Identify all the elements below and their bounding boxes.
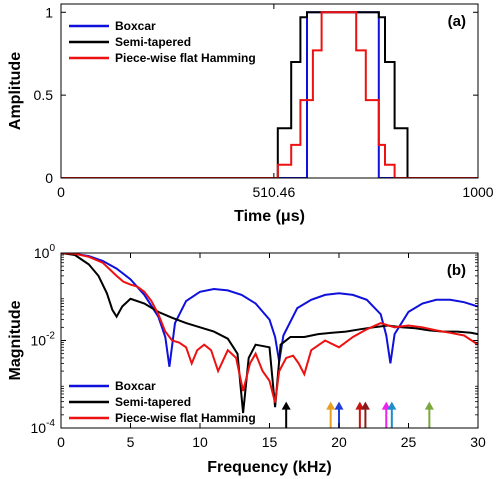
- x-tick-label: 20: [331, 434, 347, 450]
- arrow-head: [360, 401, 370, 410]
- legend: Boxcar Semi-tapered Piece-wise flat Hammin…: [69, 379, 256, 425]
- series-line-0: [61, 253, 478, 367]
- legend-entry: Semi-tapered: [69, 35, 191, 49]
- y-tick-label: 100: [34, 243, 56, 261]
- x-axis-label: Frequency (kHz): [207, 459, 331, 476]
- series-line-2: [61, 11, 478, 178]
- legend-entry: Piece-wise flat Hamming: [69, 411, 256, 425]
- x-tick-label: 25: [401, 434, 417, 450]
- y-axis-label: Amplitude: [7, 52, 24, 130]
- series-group: [61, 11, 478, 178]
- panel-label: (b): [447, 262, 466, 279]
- arrow-head: [326, 401, 336, 410]
- y-tick-base: 10: [31, 420, 47, 436]
- arrow-head: [334, 401, 344, 410]
- legend-label: Piece-wise flat Hamming: [115, 411, 256, 425]
- x-tick-label: 510.46: [252, 184, 295, 200]
- arrow-marker-0: [281, 401, 291, 428]
- y-axis-label: Magnitude: [7, 300, 24, 380]
- x-tick-label: 15: [262, 434, 278, 450]
- legend: Boxcar Semi-tapered Piece-wise flat Hammin…: [69, 19, 256, 65]
- x-tick-label: 10: [192, 434, 208, 450]
- legend-label: Semi-tapered: [115, 395, 191, 409]
- y-tick-base: 10: [34, 245, 50, 261]
- arrow-marker-6: [387, 401, 397, 428]
- arrow-marker-3: [355, 401, 365, 428]
- series-group: [61, 253, 478, 414]
- x-tick-label: 30: [470, 434, 486, 450]
- x-tick-label: 0: [57, 184, 65, 200]
- arrow-marker-1: [326, 401, 336, 428]
- arrow-marker-5: [381, 401, 391, 428]
- y-tick-label: 10-4: [31, 418, 56, 436]
- y-tick-exponent: -2: [46, 331, 55, 342]
- y-tick-base: 10: [31, 333, 47, 349]
- arrow-head: [281, 401, 291, 410]
- panel-label: (a): [448, 13, 466, 30]
- axes-box: [60, 3, 479, 179]
- legend-entry: Semi-tapered: [69, 395, 191, 409]
- legend-entry: Piece-wise flat Hamming: [69, 51, 256, 65]
- y-tick-label: 0: [45, 170, 53, 186]
- arrow-head: [387, 401, 397, 410]
- series-line-2: [61, 253, 478, 403]
- legend-label: Boxcar: [115, 379, 156, 393]
- y-tick-exponent: -4: [46, 418, 55, 429]
- legend-entry: Boxcar: [69, 379, 156, 393]
- panel-a: 0 510.46 1000 0 0.5 1 Time (μs) Amplitude (a) Box…: [7, 3, 494, 225]
- legend-label: Piece-wise flat Hamming: [115, 51, 256, 65]
- legend-entry: Boxcar: [69, 19, 156, 33]
- x-tick-label: 5: [127, 434, 135, 450]
- arrow-head: [424, 401, 434, 410]
- y-tick-label: 1: [45, 4, 53, 20]
- x-tick-label: 0: [57, 434, 65, 450]
- arrow-marker-4: [360, 401, 370, 428]
- y-tick-label: 10-2: [31, 331, 56, 349]
- x-axis-label: Time (μs): [234, 208, 305, 225]
- legend-label: Semi-tapered: [115, 35, 191, 49]
- x-tick-label: 1000: [462, 184, 493, 200]
- y-tick-exponent: 0: [49, 243, 55, 254]
- y-tick-label: 0.5: [34, 87, 54, 103]
- legend-label: Boxcar: [115, 19, 156, 33]
- arrow-marker-7: [424, 401, 434, 428]
